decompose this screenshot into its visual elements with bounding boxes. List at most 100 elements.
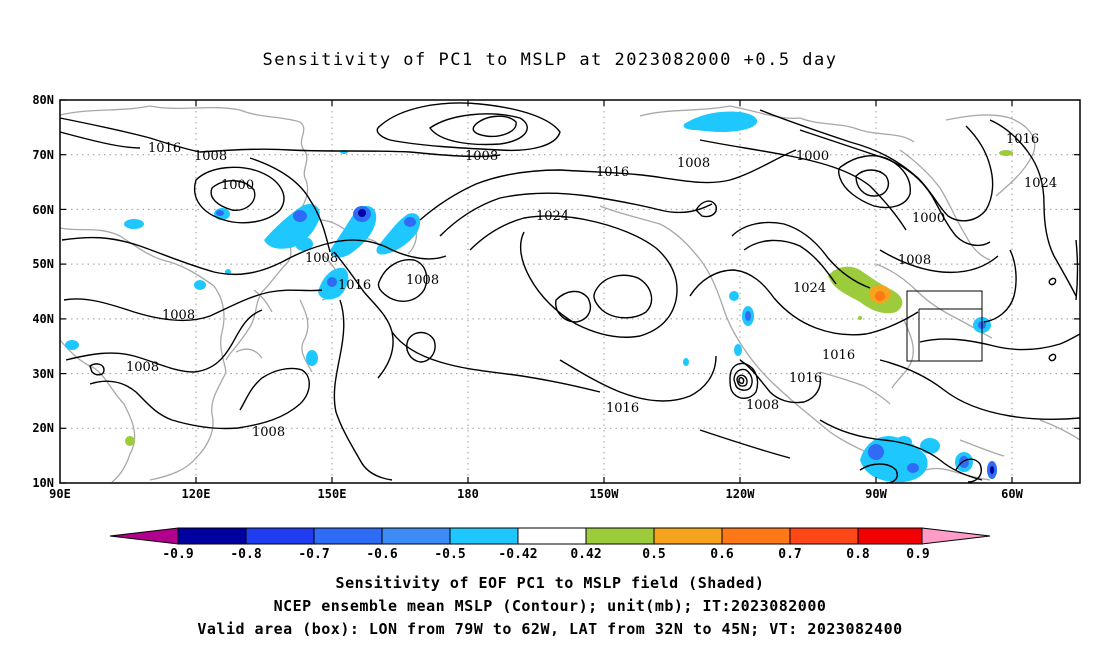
- shade-neg-7b: [327, 277, 337, 287]
- lat-label-80n: 80N: [32, 93, 54, 107]
- lat-label-70n: 70N: [32, 148, 54, 162]
- colorbar-label-7: 0.42: [570, 547, 601, 562]
- contour-label-1008-bay-bengal: 1008: [126, 360, 159, 375]
- lat-label-10n: 10N: [32, 476, 54, 490]
- lat-label-50n: 50N: [32, 257, 54, 271]
- footer-valid-area: Valid area (box): LON from 79W to 62W, L…: [197, 620, 903, 638]
- shade-neg-11: [306, 350, 318, 366]
- contour-label-1016-gulf: 1016: [789, 371, 822, 386]
- colorbar-bin-10: [789, 527, 859, 545]
- contour-label-1016-greenland: 1016: [1006, 132, 1039, 147]
- colorbar-arrow-right: [921, 527, 991, 545]
- lon-label-90e: 90E: [49, 487, 71, 501]
- shade-neg-13: [683, 111, 758, 132]
- contour-label-1016-mexico: 1016: [822, 348, 855, 363]
- contour-label-1008-alaska: 1008: [677, 156, 710, 171]
- contour-label-1000-labrador: 1000: [912, 211, 945, 226]
- footer-contour-description: NCEP ensemble mean MSLP (Contour); unit(…: [273, 597, 827, 615]
- lon-label-120w: 120W: [726, 487, 756, 501]
- contour-labels: 1016 1008 1000 1008 1016 1008 1000 1016 …: [126, 132, 1057, 440]
- contour-label-1016-japan-east: 1016: [338, 278, 371, 293]
- shade-neg-6b: [404, 217, 416, 227]
- shade-neg-19b: [868, 444, 884, 460]
- contour-label-1024-atlantic: 1024: [1024, 176, 1057, 191]
- lon-label-90w: 90W: [865, 487, 887, 501]
- colorbar-bin-4: [381, 527, 451, 545]
- colorbar-label-3: -0.7: [298, 547, 329, 562]
- graticule: [60, 100, 1080, 483]
- contour-label-1008-china: 1008: [162, 308, 195, 323]
- shade-neg-2b: [216, 210, 224, 216]
- map-frame: [59, 99, 1081, 484]
- colorbar-label-5: -0.5: [434, 547, 465, 562]
- shade-pos-5: [999, 150, 1013, 156]
- shade-neg-17: [683, 358, 689, 366]
- contour-label-1008-npac: 1008: [406, 273, 439, 288]
- contour-label-1016-arctic: 1016: [596, 165, 629, 180]
- latitude-labels: 80N 70N 60N 50N 40N 30N 20N 10N: [32, 93, 54, 490]
- footer-shaded-description: Sensitivity of EOF PC1 to MSLP field (Sh…: [335, 574, 765, 592]
- colorbar-label-6: -0.42: [498, 547, 537, 562]
- shade-neg-23: [907, 463, 919, 473]
- shade-neg-5c: [358, 209, 366, 217]
- colorbar-bin-2: [245, 527, 315, 545]
- colorbar-bin-1: [177, 527, 247, 545]
- shade-neg-21b: [959, 456, 969, 468]
- colorbar-label-4: -0.6: [366, 547, 397, 562]
- colorbar-bin-11: [857, 527, 923, 545]
- shade-pos-6: [858, 316, 862, 320]
- shade-neg-4: [295, 237, 313, 251]
- colorbar-bin-5: [449, 527, 519, 545]
- shade-pos-4: [125, 436, 135, 446]
- shade-neg-3b: [293, 210, 307, 222]
- colorbar-bin-7: [585, 527, 655, 545]
- colorbar: -0.9 -0.8 -0.7 -0.6 -0.5 -0.42 0.42 0.5 …: [109, 527, 991, 562]
- shade-neg-1: [124, 219, 144, 229]
- shade-neg-14: [729, 291, 739, 301]
- colorbar-bin-9: [721, 527, 791, 545]
- contour-label-1000-siberia: 1000: [221, 178, 254, 193]
- colorbar-bin-3: [313, 527, 383, 545]
- contour-label-1008-hurricane: 1008: [746, 398, 779, 413]
- shade-neg-20: [920, 438, 940, 454]
- lon-label-150e: 150E: [318, 487, 347, 501]
- lon-label-120e: 120E: [182, 487, 211, 501]
- longitude-labels: 90E 120E 150E 180 150W 120W 90W 60W: [49, 487, 1023, 501]
- contour-label-1008-kamchatka: 1008: [305, 251, 338, 266]
- contour-label-1000-canada: 1000: [796, 149, 829, 164]
- shade-neg-10: [65, 340, 79, 350]
- colorbar-label-9: 0.6: [710, 547, 734, 562]
- plot-title: Sensitivity of PC1 to MSLP at 2023082000…: [262, 50, 838, 70]
- contour-label-1008-philippines: 1008: [252, 425, 285, 440]
- colorbar-label-11: 0.8: [846, 547, 870, 562]
- valid-box-outer: [906, 290, 983, 362]
- colorbar-bin-6: [517, 527, 587, 545]
- lon-label-180: 180: [457, 487, 479, 501]
- contour-label-1008-nw: 1008: [194, 149, 227, 164]
- lat-label-60n: 60N: [32, 203, 54, 217]
- contour-label-1016-nw: 1016: [148, 141, 181, 156]
- colorbar-label-2: -0.8: [230, 547, 261, 562]
- mslp-contours: [59, 102, 1081, 484]
- lon-label-150w: 150W: [590, 487, 620, 501]
- colorbar-arrow-left: [109, 527, 179, 545]
- lon-label-60w: 60W: [1001, 487, 1023, 501]
- contour-label-1008-arctic: 1008: [465, 149, 498, 164]
- colorbar-bin-8: [653, 527, 723, 545]
- contour-label-1024-us: 1024: [793, 281, 826, 296]
- shade-neg-8: [194, 280, 206, 290]
- shade-neg-15b: [745, 311, 751, 321]
- colorbar-label-8: 0.5: [642, 547, 665, 562]
- shade-neg-22b: [990, 466, 994, 474]
- shade-neg-16: [734, 344, 742, 356]
- contour-label-1024-pacific: 1024: [536, 209, 569, 224]
- colorbar-label-10: 0.7: [778, 547, 801, 562]
- lat-label-20n: 20N: [32, 421, 54, 435]
- shade-pos-3: [875, 291, 885, 301]
- colorbar-label-1: -0.9: [162, 547, 193, 562]
- contour-label-1016-epac: 1016: [606, 401, 639, 416]
- valid-area-box: [906, 290, 983, 362]
- lat-label-30n: 30N: [32, 367, 54, 381]
- colorbar-label-12: 0.9: [906, 547, 929, 562]
